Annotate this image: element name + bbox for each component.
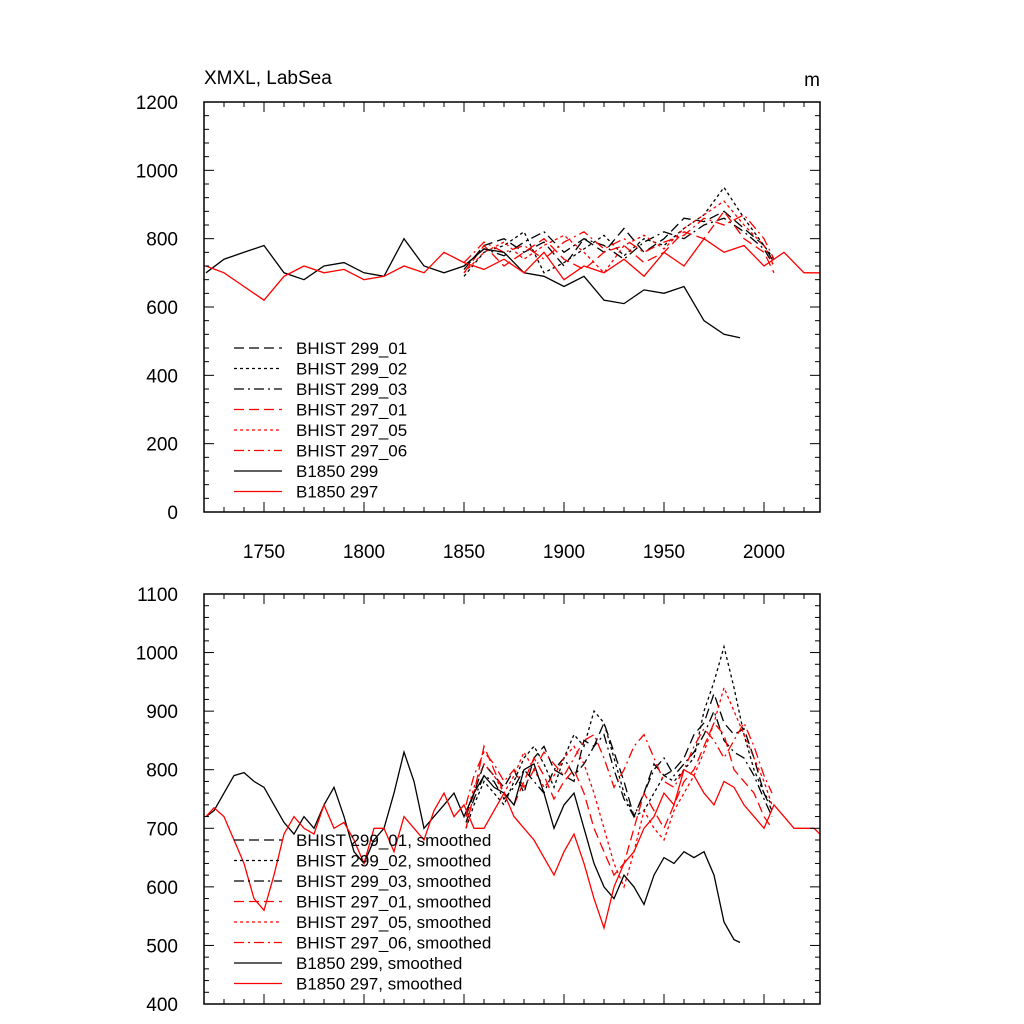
plot-frame [203,101,821,513]
legend-label: B1850 299 [296,462,378,481]
y-tick-label: 700 [146,819,178,840]
x-tick-label: 2000 [743,542,785,563]
legend: BHIST 299_01, smoothed BHIST 299_02, smoo… [234,831,491,994]
series-line-1 [463,186,775,277]
tick-marks [204,101,820,513]
legend-label: BHIST 299_01, smoothed [296,831,491,850]
series-lines [205,186,820,339]
series-line-7 [205,768,821,931]
legend-label: BHIST 299_02 [296,360,407,379]
legend-label: BHIST 297_01, smoothed [296,893,491,912]
y-tick-label: 500 [146,936,178,957]
y-tick-label: 800 [146,761,178,782]
x-tick-label: 1850 [443,542,485,563]
x-tick-label: 1750 [243,542,285,563]
y-tick-label: 400 [146,995,178,1016]
series-line-4 [463,200,775,274]
plot-frame [203,593,821,1005]
series-line-2 [463,217,775,267]
y-tick-label: 600 [146,298,178,319]
x-tick-label: 1900 [543,542,585,563]
y-tick-labels: 0 200 400 600 800 1000 1200 [136,93,178,524]
x-tick-label: 1950 [643,542,685,563]
legend-label: BHIST 297_06 [296,442,407,461]
legend-label: B1850 299, smoothed [296,954,462,973]
y-tick-label: 200 [146,435,178,456]
y-tick-label: 400 [146,366,178,387]
legend-label: BHIST 299_03, smoothed [296,872,491,891]
legend-label: BHIST 297_01 [296,401,407,420]
y-tick-label: 1000 [136,644,178,665]
series-line-3 [465,721,773,877]
legend-label: B1850 297, smoothed [296,975,462,994]
series-line-6 [205,237,741,339]
series-line-7 [205,237,820,302]
legend-label: BHIST 299_03 [296,380,407,399]
y-tick-label: 900 [146,702,178,723]
series-line-5 [465,721,773,806]
legend-label: BHIST 297_05, smoothed [296,913,491,932]
series-line-0 [465,691,773,819]
series-line-2 [465,709,773,823]
legend-label: BHIST 297_05 [296,421,407,440]
x-tick-labels: 1750 1800 1850 1900 1950 2000 [243,542,785,563]
series-lines [205,644,821,944]
y-tick-label: 1000 [136,161,178,182]
series-line-3 [463,210,775,274]
series-line-6 [205,749,741,944]
top-panel: XMXL, LabSea m 0 200 400 600 800 1000 1200 175… [136,68,821,563]
legend-label: BHIST 299_01 [296,339,407,358]
bottom-panel: 400 500 600 700 800 900 1000 1100 BHIST 299_01,… [136,585,821,1016]
chart-title: XMXL, LabSea [204,68,332,89]
x-tick-label: 1800 [343,542,385,563]
series-line-1 [465,644,773,829]
series-line-5 [463,213,775,264]
series-line-4 [465,685,773,889]
units-label: m [804,70,820,91]
y-tick-label: 0 [167,503,178,524]
y-tick-label: 800 [146,230,178,251]
y-tick-labels: 400 500 600 700 800 900 1000 1100 [136,585,178,1016]
y-tick-label: 1200 [136,93,178,114]
legend-label: BHIST 297_06, smoothed [296,934,491,953]
legend-label: B1850 297 [296,483,378,502]
tick-marks [204,593,820,1005]
legend-label: BHIST 299_02, smoothed [296,852,491,871]
y-tick-label: 1100 [137,585,178,606]
y-tick-label: 600 [146,878,178,899]
